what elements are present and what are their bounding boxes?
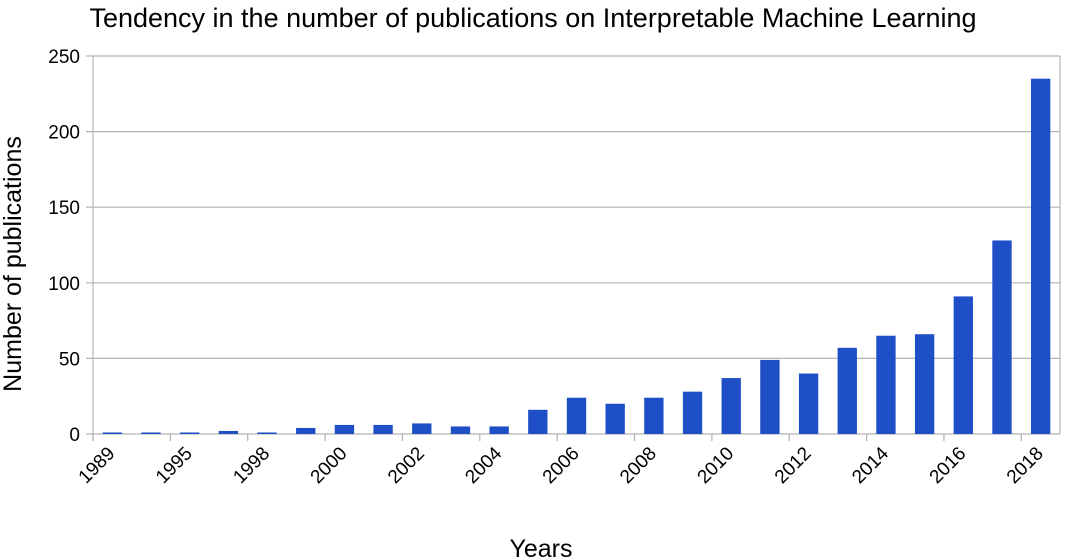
y-axis-label: Number of publications xyxy=(0,136,27,392)
y-tick-label: 50 xyxy=(59,349,80,370)
bar xyxy=(682,391,703,434)
bar xyxy=(141,432,161,434)
bar xyxy=(798,373,819,434)
chart-title: Tendency in the number of publications o… xyxy=(89,3,976,33)
y-tick-label: 150 xyxy=(48,198,80,219)
x-tick-labels: 1989 1995 1998 2000 2002 2004 2006 2008 2010 2012… xyxy=(75,443,1048,488)
bar xyxy=(992,240,1012,434)
bar xyxy=(1030,78,1051,435)
bar xyxy=(257,432,277,434)
x-tick-label: 2000 xyxy=(307,443,352,488)
x-tick-label: 2018 xyxy=(1003,443,1048,488)
x-tick-label: 2010 xyxy=(694,443,739,488)
bar xyxy=(450,426,471,434)
bar xyxy=(605,403,625,434)
y-tick-label: 100 xyxy=(48,274,80,295)
bar xyxy=(760,359,780,434)
bar xyxy=(721,378,741,434)
x-tick-label: 2014 xyxy=(848,443,893,488)
x-tick-label: 1989 xyxy=(75,443,120,488)
bar xyxy=(180,432,200,434)
y-tick-labels: 0 50 100 150 200 250 xyxy=(48,47,80,446)
bar xyxy=(102,432,123,434)
x-axis-label: Years xyxy=(509,535,572,558)
y-tick-label: 0 xyxy=(69,425,80,446)
x-tick-label: 1995 xyxy=(152,443,197,488)
bar xyxy=(296,427,316,434)
bars xyxy=(102,78,1051,435)
x-tick-label: 2016 xyxy=(926,443,971,488)
bar xyxy=(566,397,587,434)
axes xyxy=(92,56,1061,441)
x-tick-label: 2012 xyxy=(771,443,816,488)
bar xyxy=(914,334,935,434)
x-tick-label: 2002 xyxy=(384,443,429,488)
bar xyxy=(373,424,393,434)
bar xyxy=(876,335,896,434)
y-tick-label: 250 xyxy=(48,47,80,68)
bar xyxy=(953,296,973,434)
x-tick-label: 2006 xyxy=(539,443,584,488)
bar xyxy=(218,430,239,434)
x-tick-label: 2008 xyxy=(616,443,661,488)
bar xyxy=(334,424,355,434)
bar xyxy=(644,397,664,434)
y-tick-label: 200 xyxy=(48,123,80,144)
x-tick-label: 2004 xyxy=(461,443,506,488)
bar xyxy=(489,426,509,434)
gridlines xyxy=(86,55,1060,435)
bar xyxy=(412,423,432,434)
bar xyxy=(528,409,548,434)
bar xyxy=(837,347,857,434)
x-tick-label: 1998 xyxy=(229,443,274,488)
